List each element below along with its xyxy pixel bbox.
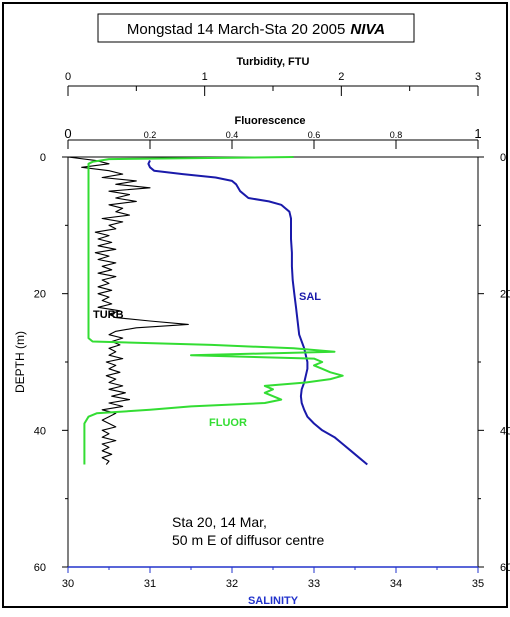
depth-tick-label: 60 [34, 562, 46, 574]
fluorescence-tick-label: 1 [474, 126, 481, 141]
depth-right-axis-ticks: 0 20 40 60 [478, 152, 510, 574]
depth-right-tick-label: 20 [500, 289, 510, 301]
turbidity-axis-ticks: 0 1 2 3 [65, 71, 481, 96]
turbidity-tick-label: 3 [475, 71, 481, 83]
salinity-tick-label: 31 [144, 578, 156, 590]
fluorescence-axis-ticks: 0 0.2 0.4 0.6 0.8 1 [64, 126, 482, 149]
salinity-tick-label: 35 [472, 578, 484, 590]
series-label-fluor: FLUOR [209, 417, 247, 429]
depth-axis-label: DEPTH (m) [13, 331, 27, 393]
depth-right-tick-label: 40 [500, 425, 510, 437]
fluorescence-axis-label: Fluorescence [235, 115, 306, 127]
depth-tick-label: 20 [34, 289, 46, 301]
series-label-turb: TURB [93, 309, 124, 321]
station-annotation-line2: 50 m E of diffusor centre [172, 532, 324, 548]
depth-right-tick-label: 0 [500, 152, 506, 164]
salinity-axis-label: SALINITY [248, 595, 299, 607]
salinity-tick-label: 33 [308, 578, 320, 590]
fluorescence-tick-label: 0 [64, 126, 71, 141]
salinity-tick-label: 32 [226, 578, 238, 590]
turbidity-tick-label: 1 [202, 71, 208, 83]
series-line-turb [67, 156, 189, 465]
outer-frame [2, 2, 508, 608]
turbidity-tick-label: 0 [65, 71, 71, 83]
station-annotation-line1: Sta 20, 14 Mar, [172, 514, 267, 530]
depth-axis-ticks: 0 20 40 60 [34, 152, 68, 574]
series-line-sal [147, 159, 368, 466]
fluorescence-tick-label: 0.8 [390, 130, 403, 140]
series-layer [67, 156, 368, 466]
depth-tick-label: 40 [34, 425, 46, 437]
depth-tick-label: 0 [40, 152, 46, 164]
depth-right-tick-label: 60 [500, 562, 510, 574]
chart-title: Mongstad 14 March-Sta 20 2005 NIVA [127, 21, 385, 38]
turbidity-axis-label: Turbidity, FTU [237, 56, 310, 68]
chart-title-brand: NIVA [350, 21, 385, 38]
fluorescence-tick-label: 0.2 [144, 130, 157, 140]
turbidity-tick-label: 2 [338, 71, 344, 83]
series-line-fluor [83, 156, 344, 465]
fluorescence-tick-label: 0.4 [226, 130, 239, 140]
salinity-axis-ticks: 30 31 32 33 34 35 [62, 567, 484, 590]
title-box [97, 13, 415, 43]
salinity-tick-label: 30 [62, 578, 74, 590]
fluorescence-tick-label: 0.6 [308, 130, 321, 140]
salinity-tick-label: 34 [390, 578, 402, 590]
series-label-sal: SAL [299, 291, 321, 303]
chart-title-main: Mongstad 14 March-Sta 20 2005 [127, 21, 345, 38]
